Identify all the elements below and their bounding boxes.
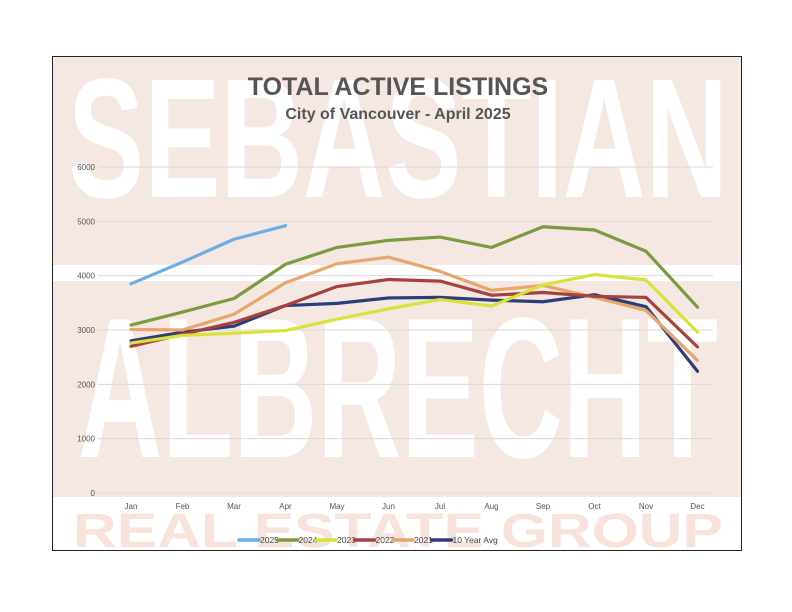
y-tick-label: 5000 (77, 217, 95, 226)
x-tick-label: Jun (382, 502, 395, 511)
series-line-2023 (129, 272, 700, 345)
y-tick-label: 4000 (77, 272, 95, 281)
watermark-band (53, 265, 741, 281)
legend-label: 2025 (260, 535, 279, 545)
watermark-line3: REAL ESTATE GROUP (73, 505, 723, 551)
x-tick-label: Oct (588, 502, 601, 511)
x-tick-label: Feb (176, 502, 190, 511)
x-tick-label: Nov (639, 502, 653, 511)
series-line-2025 (129, 224, 288, 286)
x-tick-label: Jan (125, 502, 138, 511)
x-tick-label: Apr (279, 502, 292, 511)
series-line-2022 (129, 277, 700, 349)
legend-label: 2024 (299, 535, 318, 545)
watermark-line2: ALBRECHT (78, 277, 718, 500)
y-tick-label: 1000 (77, 435, 95, 444)
legend-label: 2022 (376, 535, 395, 545)
y-tick-label: 6000 (77, 163, 95, 172)
line-chart: SEBASTIAN ALBRECHT REAL ESTATE GROUP TOT… (53, 57, 741, 551)
legend-label: 10 Year Avg (453, 535, 498, 545)
y-tick-label: 0 (91, 489, 96, 498)
x-tick-label: May (329, 502, 344, 511)
series-line-2024 (129, 225, 700, 327)
series-line-2021 (129, 255, 700, 363)
chart-title: TOTAL ACTIVE LISTINGS (248, 73, 548, 101)
legend-label: 2021 (414, 535, 433, 545)
chart-subtitle: City of Vancouver - April 2025 (285, 106, 510, 123)
x-tick-label: Aug (484, 502, 498, 511)
x-tick-label: Jul (435, 502, 445, 511)
x-tick-label: Sep (536, 502, 551, 511)
x-tick-label: Dec (690, 502, 704, 511)
x-tick-label: Mar (227, 502, 241, 511)
y-tick-label: 3000 (77, 326, 95, 335)
legend-label: 2023 (337, 535, 356, 545)
watermark-line1: SEBASTIAN (68, 57, 728, 234)
chart-frame: SEBASTIAN ALBRECHT REAL ESTATE GROUP TOT… (52, 56, 742, 551)
y-tick-label: 2000 (77, 380, 95, 389)
